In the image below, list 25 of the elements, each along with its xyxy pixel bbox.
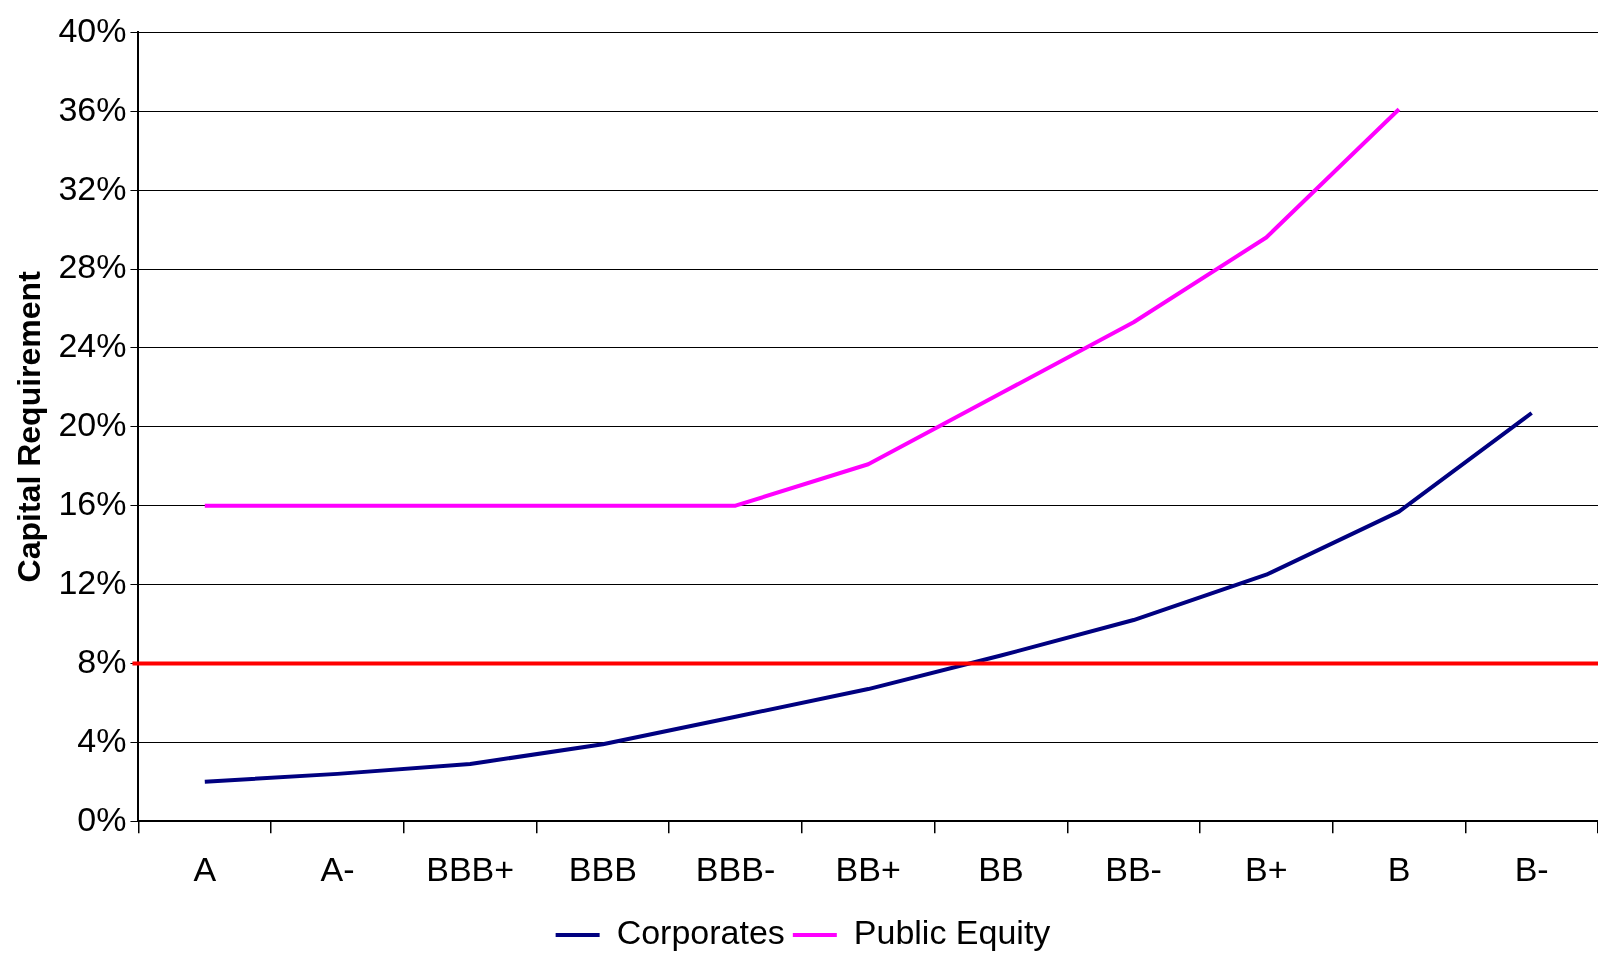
x-tick-label: BBB <box>568 849 637 888</box>
x-tick-label: B+ <box>1245 849 1288 888</box>
y-axis-title: Capital Requirement <box>11 270 48 583</box>
y-tick-label: 36% <box>58 89 127 128</box>
x-tick-label: B- <box>1514 849 1549 888</box>
legend-label: Corporates <box>616 913 785 952</box>
x-tick-label: A <box>193 849 217 888</box>
y-tick-label: 40% <box>58 10 127 49</box>
y-tick-label: 24% <box>58 326 127 365</box>
x-tick-label: BBB+ <box>426 849 515 888</box>
x-tick-label: BB- <box>1105 849 1162 888</box>
x-tick-label: BB <box>978 849 1024 888</box>
x-tick-label: B <box>1387 849 1411 888</box>
legend-label: Public Equity <box>853 913 1051 952</box>
y-tick-label: 0% <box>77 799 127 838</box>
y-tick-label: 20% <box>58 405 127 444</box>
y-tick-label: 4% <box>77 720 127 759</box>
x-tick-label: A- <box>320 849 355 888</box>
x-tick-label: BBB- <box>695 849 776 888</box>
y-tick-label: 32% <box>58 168 127 207</box>
x-tick-label: BB+ <box>835 849 901 888</box>
y-tick-label: 16% <box>58 484 127 523</box>
y-tick-label: 12% <box>58 562 127 601</box>
y-tick-label: 28% <box>58 247 127 286</box>
y-tick-label: 8% <box>77 641 127 680</box>
